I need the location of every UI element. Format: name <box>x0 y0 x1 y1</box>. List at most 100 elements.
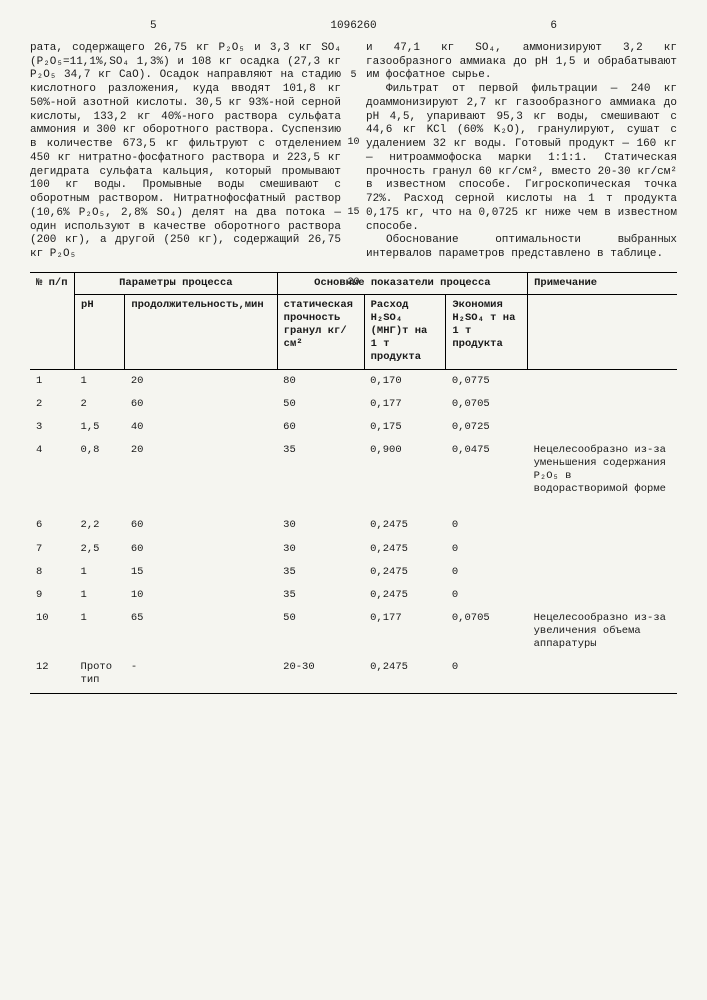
table-cell <box>528 416 677 439</box>
col-header-strength: статическая прочность гранул кг/см² <box>277 294 364 369</box>
group-header-results: Основные показатели процесса <box>277 272 527 294</box>
table-cell: 0,0705 <box>446 393 528 416</box>
table-cell: 0,177 <box>364 393 446 416</box>
table-cell: 0 <box>446 561 528 584</box>
table-row: 9110350,24750 <box>30 584 677 607</box>
table-cell: 0,0705 <box>446 607 528 656</box>
table-cell: 35 <box>277 439 364 515</box>
table-cell <box>528 538 677 561</box>
table-cell: 50 <box>277 607 364 656</box>
table-cell <box>528 561 677 584</box>
table-row: 62,260300,24750 <box>30 514 677 537</box>
table-cell: 3 <box>30 416 75 439</box>
table-cell: 60 <box>125 538 277 561</box>
col-header-note <box>528 294 677 369</box>
page-header: 5 1096260 6 <box>30 20 677 34</box>
table-cell: 35 <box>277 584 364 607</box>
table-cell: 0,900 <box>364 439 446 515</box>
table-col-header-row: pH продолжительность,мин статическая про… <box>30 294 677 369</box>
table-cell: 0,0725 <box>446 416 528 439</box>
table-cell: 10 <box>30 607 75 656</box>
table-cell: 0,0775 <box>446 369 528 393</box>
table-cell: 15 <box>125 561 277 584</box>
table-cell: 12 <box>30 656 75 693</box>
page-number-left: 5 <box>150 20 157 34</box>
table-cell <box>528 393 677 416</box>
table-cell: 1 <box>75 369 125 393</box>
table-cell: 0 <box>446 656 528 693</box>
table-cell: 0,170 <box>364 369 446 393</box>
right-column: и 47,1 кг SO₄, аммонизируют 3,2 кг газоо… <box>366 42 677 262</box>
line-marker-15: 15 <box>347 207 359 220</box>
table-cell: 1 <box>75 561 125 584</box>
table-cell: 2,2 <box>75 514 125 537</box>
group-header-num: № п/п <box>30 272 75 369</box>
table-row: 10165500,1770,0705Нецелесообразно из-за … <box>30 607 677 656</box>
line-marker-10: 10 <box>347 137 359 150</box>
table-cell: 9 <box>30 584 75 607</box>
col-header-consumption: Расход H₂SO₄ (МНГ)т на 1 т продукта <box>364 294 446 369</box>
table-cell: Нецелесообразно из-за увеличения объема … <box>528 607 677 656</box>
table-cell: 60 <box>277 416 364 439</box>
table-cell: 1 <box>30 369 75 393</box>
table-cell: 80 <box>277 369 364 393</box>
table-cell: 60 <box>125 514 277 537</box>
table-cell: 20-30 <box>277 656 364 693</box>
table-cell: 0,8 <box>75 439 125 515</box>
table-cell: 0,2475 <box>364 584 446 607</box>
document-number: 1096260 <box>330 20 376 34</box>
table-cell: 30 <box>277 538 364 561</box>
table-cell: 65 <box>125 607 277 656</box>
table-cell: Нецелесообразно из-за уменьшения содержа… <box>528 439 677 515</box>
table-cell: 1,5 <box>75 416 125 439</box>
table-row: 40,820350,9000,0475Нецелесообразно из-за… <box>30 439 677 515</box>
table-cell <box>528 584 677 607</box>
page-number-right: 6 <box>550 20 557 34</box>
table-cell: 50 <box>277 393 364 416</box>
col-header-duration: продолжительность,мин <box>125 294 277 369</box>
table-cell: 0,2475 <box>364 656 446 693</box>
data-table: № п/п Параметры процесса Основные показа… <box>30 272 677 702</box>
table-row: 1120800,1700,0775 <box>30 369 677 393</box>
table-cell: 60 <box>125 393 277 416</box>
line-marker-5: 5 <box>350 70 356 83</box>
left-column: рата, содержащего 26,75 кг P₂O₅ и 3,3 кг… <box>30 42 341 262</box>
table-cell: 30 <box>277 514 364 537</box>
table-row: 72,560300,24750 <box>30 538 677 561</box>
table-cell: 2 <box>30 393 75 416</box>
table-cell: 20 <box>125 369 277 393</box>
table-cell: 2,5 <box>75 538 125 561</box>
col-header-ph: pH <box>75 294 125 369</box>
table-cell: 20 <box>125 439 277 515</box>
table-row: 31,540600,1750,0725 <box>30 416 677 439</box>
table-row: 8115350,24750 <box>30 561 677 584</box>
table-cell: 0,0475 <box>446 439 528 515</box>
table-cell: 0 <box>446 538 528 561</box>
table-cell <box>528 656 677 693</box>
table-cell <box>528 369 677 393</box>
table-cell: 7 <box>30 538 75 561</box>
table-row: 12Прото тип-20-300,24750 <box>30 656 677 693</box>
table-cell: 0,175 <box>364 416 446 439</box>
table-cell: 1 <box>75 584 125 607</box>
table-cell: 0,2475 <box>364 561 446 584</box>
table-cell: 2 <box>75 393 125 416</box>
group-header-note: Примечание <box>528 272 677 294</box>
table-cell: 10 <box>125 584 277 607</box>
col-header-economy: Экономия H₂SO₄ т на 1 т продукта <box>446 294 528 369</box>
table-cell: 4 <box>30 439 75 515</box>
table-cell: Прото тип <box>75 656 125 693</box>
table-body: 1120800,1700,07752260500,1770,070531,540… <box>30 369 677 693</box>
group-header-params: Параметры процесса <box>75 272 278 294</box>
table-cell: - <box>125 656 277 693</box>
table-cell: 35 <box>277 561 364 584</box>
table-cell: 0 <box>446 584 528 607</box>
line-marker-20: 20 <box>347 277 359 290</box>
table-cell: 8 <box>30 561 75 584</box>
table-cell: 40 <box>125 416 277 439</box>
table-cell: 1 <box>75 607 125 656</box>
table-cell: 0,2475 <box>364 538 446 561</box>
table-cell: 0,177 <box>364 607 446 656</box>
table-cell <box>528 514 677 537</box>
table-cell: 0 <box>446 514 528 537</box>
